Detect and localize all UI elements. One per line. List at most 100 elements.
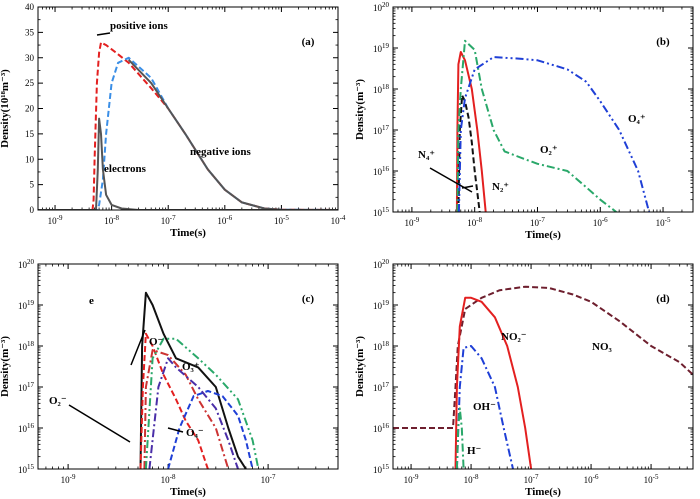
y-tick-label: 1016	[18, 422, 35, 434]
annotation-pointer	[68, 404, 131, 443]
plot-frame	[37, 263, 339, 470]
series-annotation: electrons	[104, 163, 147, 175]
y-tick-label: 1020	[373, 258, 390, 270]
y-axis-label: Density(m⁻³)	[354, 79, 366, 140]
x-tick-label: 10-9	[61, 473, 76, 485]
panel-b: 10-9 10-8 10-7 10-6 10-5 1015 1016 1017 1018 1019…	[354, 1, 694, 241]
series-annotation: NO₃	[592, 341, 613, 353]
series-annotation: N₄⁺	[418, 149, 435, 161]
x-tick-label: 10-9	[404, 216, 419, 228]
series-line	[455, 407, 465, 469]
y-tick-label: 1016	[373, 165, 390, 177]
y-tick-label: 20	[25, 104, 35, 114]
series-annotation: O₄⁻	[186, 427, 204, 439]
series-line	[38, 41, 338, 210]
x-tick-label: 10-4	[331, 214, 346, 226]
panel-label: (d)	[656, 293, 670, 305]
series-line	[139, 291, 247, 469]
panel-label: (a)	[302, 36, 315, 48]
x-tick-label: 10-7	[530, 216, 545, 228]
x-tick-label: 10-6	[593, 216, 608, 228]
y-tick-label: 1017	[373, 381, 390, 393]
series-annotation: H⁻	[467, 445, 482, 457]
y-tick-label: 1018	[373, 83, 390, 95]
x-axis-label: Time(s)	[170, 227, 206, 239]
y-axis-label: Density(10¹⁸m⁻³)	[0, 69, 11, 148]
y-tick-label: 1019	[373, 299, 390, 311]
y-tick-label: 1020	[18, 258, 35, 270]
y-tick-label: 1016	[373, 422, 390, 434]
plot-frame	[392, 263, 694, 470]
x-tick-label: 10-5	[656, 216, 671, 228]
series-line	[143, 349, 230, 469]
annotation-pointer	[96, 32, 111, 36]
y-axis-label: Density(m⁻³)	[0, 336, 11, 397]
x-tick-label: 10-8	[467, 216, 482, 228]
series-annotation: e	[89, 295, 94, 307]
annotation-pointer	[429, 167, 473, 193]
y-tick-label: 35	[25, 27, 35, 37]
series-line	[127, 59, 338, 210]
x-tick-label: 10-8	[161, 473, 176, 485]
series-annotation: O₂⁺	[540, 144, 558, 156]
series-line	[38, 56, 338, 210]
y-tick-label: 1017	[18, 381, 35, 393]
series-annotation: O₄⁺	[628, 113, 646, 125]
y-tick-label: 5	[30, 180, 35, 190]
series-annotation: O₃⁺	[182, 361, 200, 373]
panel-a: 10-9 10-8 10-7 10-6 10-5 10-4 0 5 10 15 20 25 30 35 40…	[0, 2, 346, 239]
y-tick-label: 1015	[373, 206, 390, 218]
annotation-pointer	[461, 185, 474, 189]
y-tick-label: 1017	[373, 124, 390, 136]
series-line	[455, 345, 514, 469]
panel-label: (c)	[302, 293, 315, 305]
series-annotation: OH⁻	[473, 401, 496, 413]
x-axis-label: Time(s)	[525, 486, 561, 498]
y-tick-label: 40	[25, 2, 35, 12]
series-line	[144, 337, 260, 469]
series-line	[457, 94, 481, 212]
series-annotation: negative ions	[190, 146, 252, 158]
series-line	[456, 39, 617, 212]
y-tick-label: 30	[25, 53, 35, 63]
annotation-pointer	[130, 329, 146, 366]
x-tick-label: 10-5	[274, 214, 289, 226]
series-annotation: O₂⁻	[49, 395, 67, 407]
x-tick-label: 10-7	[161, 214, 176, 226]
series-annotation: NO₂⁻	[501, 331, 527, 343]
plot-frame	[37, 6, 339, 211]
series-line	[457, 56, 651, 212]
series-annotation: positive ions	[110, 20, 168, 32]
annotation-pointer	[167, 427, 184, 433]
y-tick-label: 1018	[373, 340, 390, 352]
x-tick-label: 10-7	[524, 473, 539, 485]
plot-frame	[392, 6, 694, 213]
x-tick-label: 10-9	[48, 214, 63, 226]
x-tick-label: 10-5	[644, 473, 659, 485]
x-axis-label: Time(s)	[525, 229, 561, 241]
series-line	[455, 51, 487, 212]
series-line	[139, 332, 209, 469]
y-tick-label: 1019	[18, 299, 35, 311]
y-tick-label: 1019	[373, 42, 390, 54]
y-tick-label: 1015	[18, 463, 35, 475]
panel-c: 10-9 10-8 10-7 1015 1016 1017 1018 1019 1020 Time…	[0, 258, 339, 498]
y-tick-label: 1018	[18, 340, 35, 352]
y-tick-label: 0	[30, 205, 35, 215]
series-annotation: O⁻	[149, 336, 164, 348]
x-tick-label: 10-8	[464, 473, 479, 485]
x-tick-label: 10-7	[261, 473, 276, 485]
y-tick-label: 1015	[373, 463, 390, 475]
y-tick-label: 25	[25, 78, 35, 88]
x-tick-label: 10-6	[217, 214, 232, 226]
series-annotation: N₂⁺	[492, 181, 509, 193]
series-line	[393, 285, 693, 429]
panel-label: (b)	[656, 36, 670, 48]
x-tick-label: 10-6	[584, 473, 599, 485]
x-tick-label: 10-8	[104, 214, 119, 226]
y-tick-label: 15	[25, 129, 35, 139]
y-tick-label: 10	[25, 154, 35, 164]
y-axis-label: Density(m⁻³)	[354, 336, 366, 397]
series-line	[454, 296, 533, 469]
